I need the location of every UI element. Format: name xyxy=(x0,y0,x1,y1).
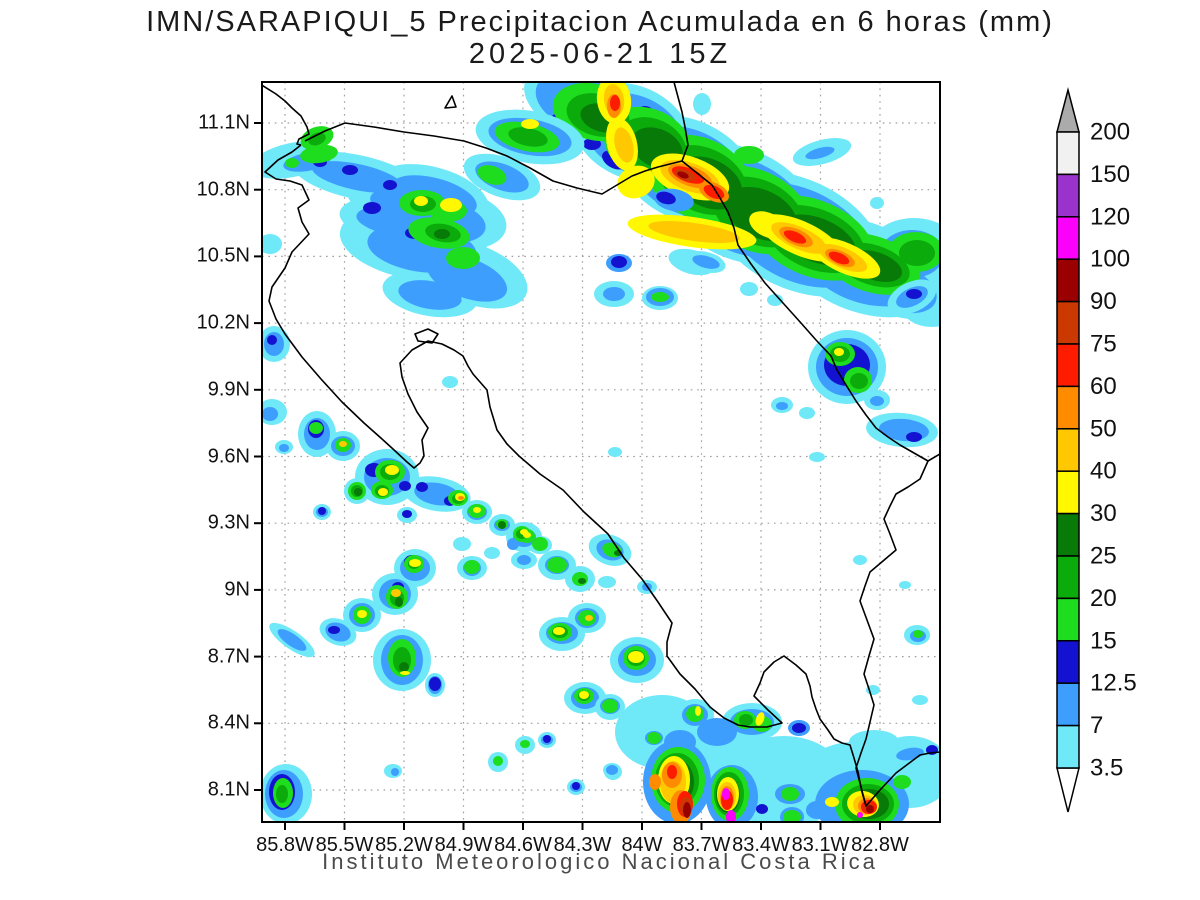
lon-tick-label: 82.8W xyxy=(851,834,909,856)
lat-tick-label: 8.7N xyxy=(207,645,250,668)
lon-tick-label: 84.9W xyxy=(434,834,493,856)
lon-tick-label: 84.6W xyxy=(494,834,552,856)
colorbar-label: 25 xyxy=(1090,543,1117,570)
footer-institution: Instituto Meteorologico Nacional Costa R… xyxy=(322,849,878,874)
precipitation-field xyxy=(262,82,940,822)
country-outline xyxy=(262,82,940,807)
lon-tick-label: 84.3W xyxy=(553,834,612,856)
lat-tick-label: 8.4N xyxy=(207,711,250,734)
colorbar-legend: 200 150 120 100 90 75 60 50 40 30 25 20 15 12.5 7 3.5 xyxy=(1056,87,1137,813)
colorbar-segment xyxy=(1056,131,1080,176)
colorbar-segment xyxy=(1056,300,1080,345)
lon-tick-label: 83.4W xyxy=(732,834,790,856)
lat-tick-label: 8.1N xyxy=(207,778,250,801)
axis-ticks xyxy=(254,122,881,830)
lon-tick-label: 85.8W xyxy=(256,834,314,856)
lat-tick-label: 9.3N xyxy=(207,511,250,534)
colorbar-label: 7 xyxy=(1090,712,1103,739)
colorbar-segment xyxy=(1056,173,1080,218)
colorbar-segment xyxy=(1056,428,1080,472)
lat-tick-label: 10.8N xyxy=(196,178,250,201)
colorbar-label: 100 xyxy=(1090,246,1130,273)
colorbar-label: 50 xyxy=(1090,415,1117,442)
colorbar-segment xyxy=(1056,258,1080,303)
colorbar-label: 15 xyxy=(1090,627,1117,654)
lat-tick-label: 11.1N xyxy=(198,111,250,134)
lat-tick-label: 9.6N xyxy=(207,445,250,467)
lon-tick-label: 83.1W xyxy=(791,834,850,856)
colorbar-segment xyxy=(1056,640,1080,684)
lon-tick-label: 85.2W xyxy=(375,834,433,856)
colorbar-segment xyxy=(1056,470,1080,515)
colorbar-overflow-arrow xyxy=(1056,87,1080,133)
colorbar-label: 120 xyxy=(1090,203,1130,230)
page-title: IMN/SARAPIQUI_5 Precipitacion Acumulada … xyxy=(146,6,1054,38)
colorbar-segment xyxy=(1056,555,1080,600)
colorbar-segment xyxy=(1056,682,1080,727)
colorbar-label: 30 xyxy=(1090,500,1117,527)
colorbar-label: 40 xyxy=(1090,458,1117,485)
colorbar-label: 200 xyxy=(1090,119,1130,146)
lat-tick-label: 10.2N xyxy=(196,311,250,334)
colorbar-label: 12.5 xyxy=(1090,670,1137,697)
page-subtitle-datetime: 2025-06-21 15Z xyxy=(468,38,732,70)
colorbar-segment xyxy=(1056,597,1080,642)
colorbar-segment xyxy=(1056,385,1080,430)
lat-tick-label: 9N xyxy=(224,578,250,601)
colorbar-label: 90 xyxy=(1090,288,1117,315)
lon-tick-label: 83.7W xyxy=(672,834,731,856)
colorbar-label: 3.5 xyxy=(1090,755,1123,782)
colorbar-label: 150 xyxy=(1090,161,1130,188)
colorbar-segment xyxy=(1056,724,1080,769)
colorbar-label: 75 xyxy=(1090,331,1117,358)
colorbar-segment xyxy=(1056,512,1080,557)
colorbar-segment xyxy=(1056,216,1080,260)
colorbar-label: 60 xyxy=(1090,373,1117,400)
lon-tick-label: 85.5W xyxy=(315,834,374,856)
precipitation-map xyxy=(254,81,941,830)
colorbar-underflow-arrow xyxy=(1056,767,1080,813)
lon-tick-label: 84W xyxy=(621,834,663,856)
lat-tick-label: 10.5N xyxy=(196,244,250,267)
colorbar-label: 20 xyxy=(1090,585,1117,612)
colorbar-segment xyxy=(1056,343,1080,388)
lat-tick-label: 9.9N xyxy=(207,378,250,401)
